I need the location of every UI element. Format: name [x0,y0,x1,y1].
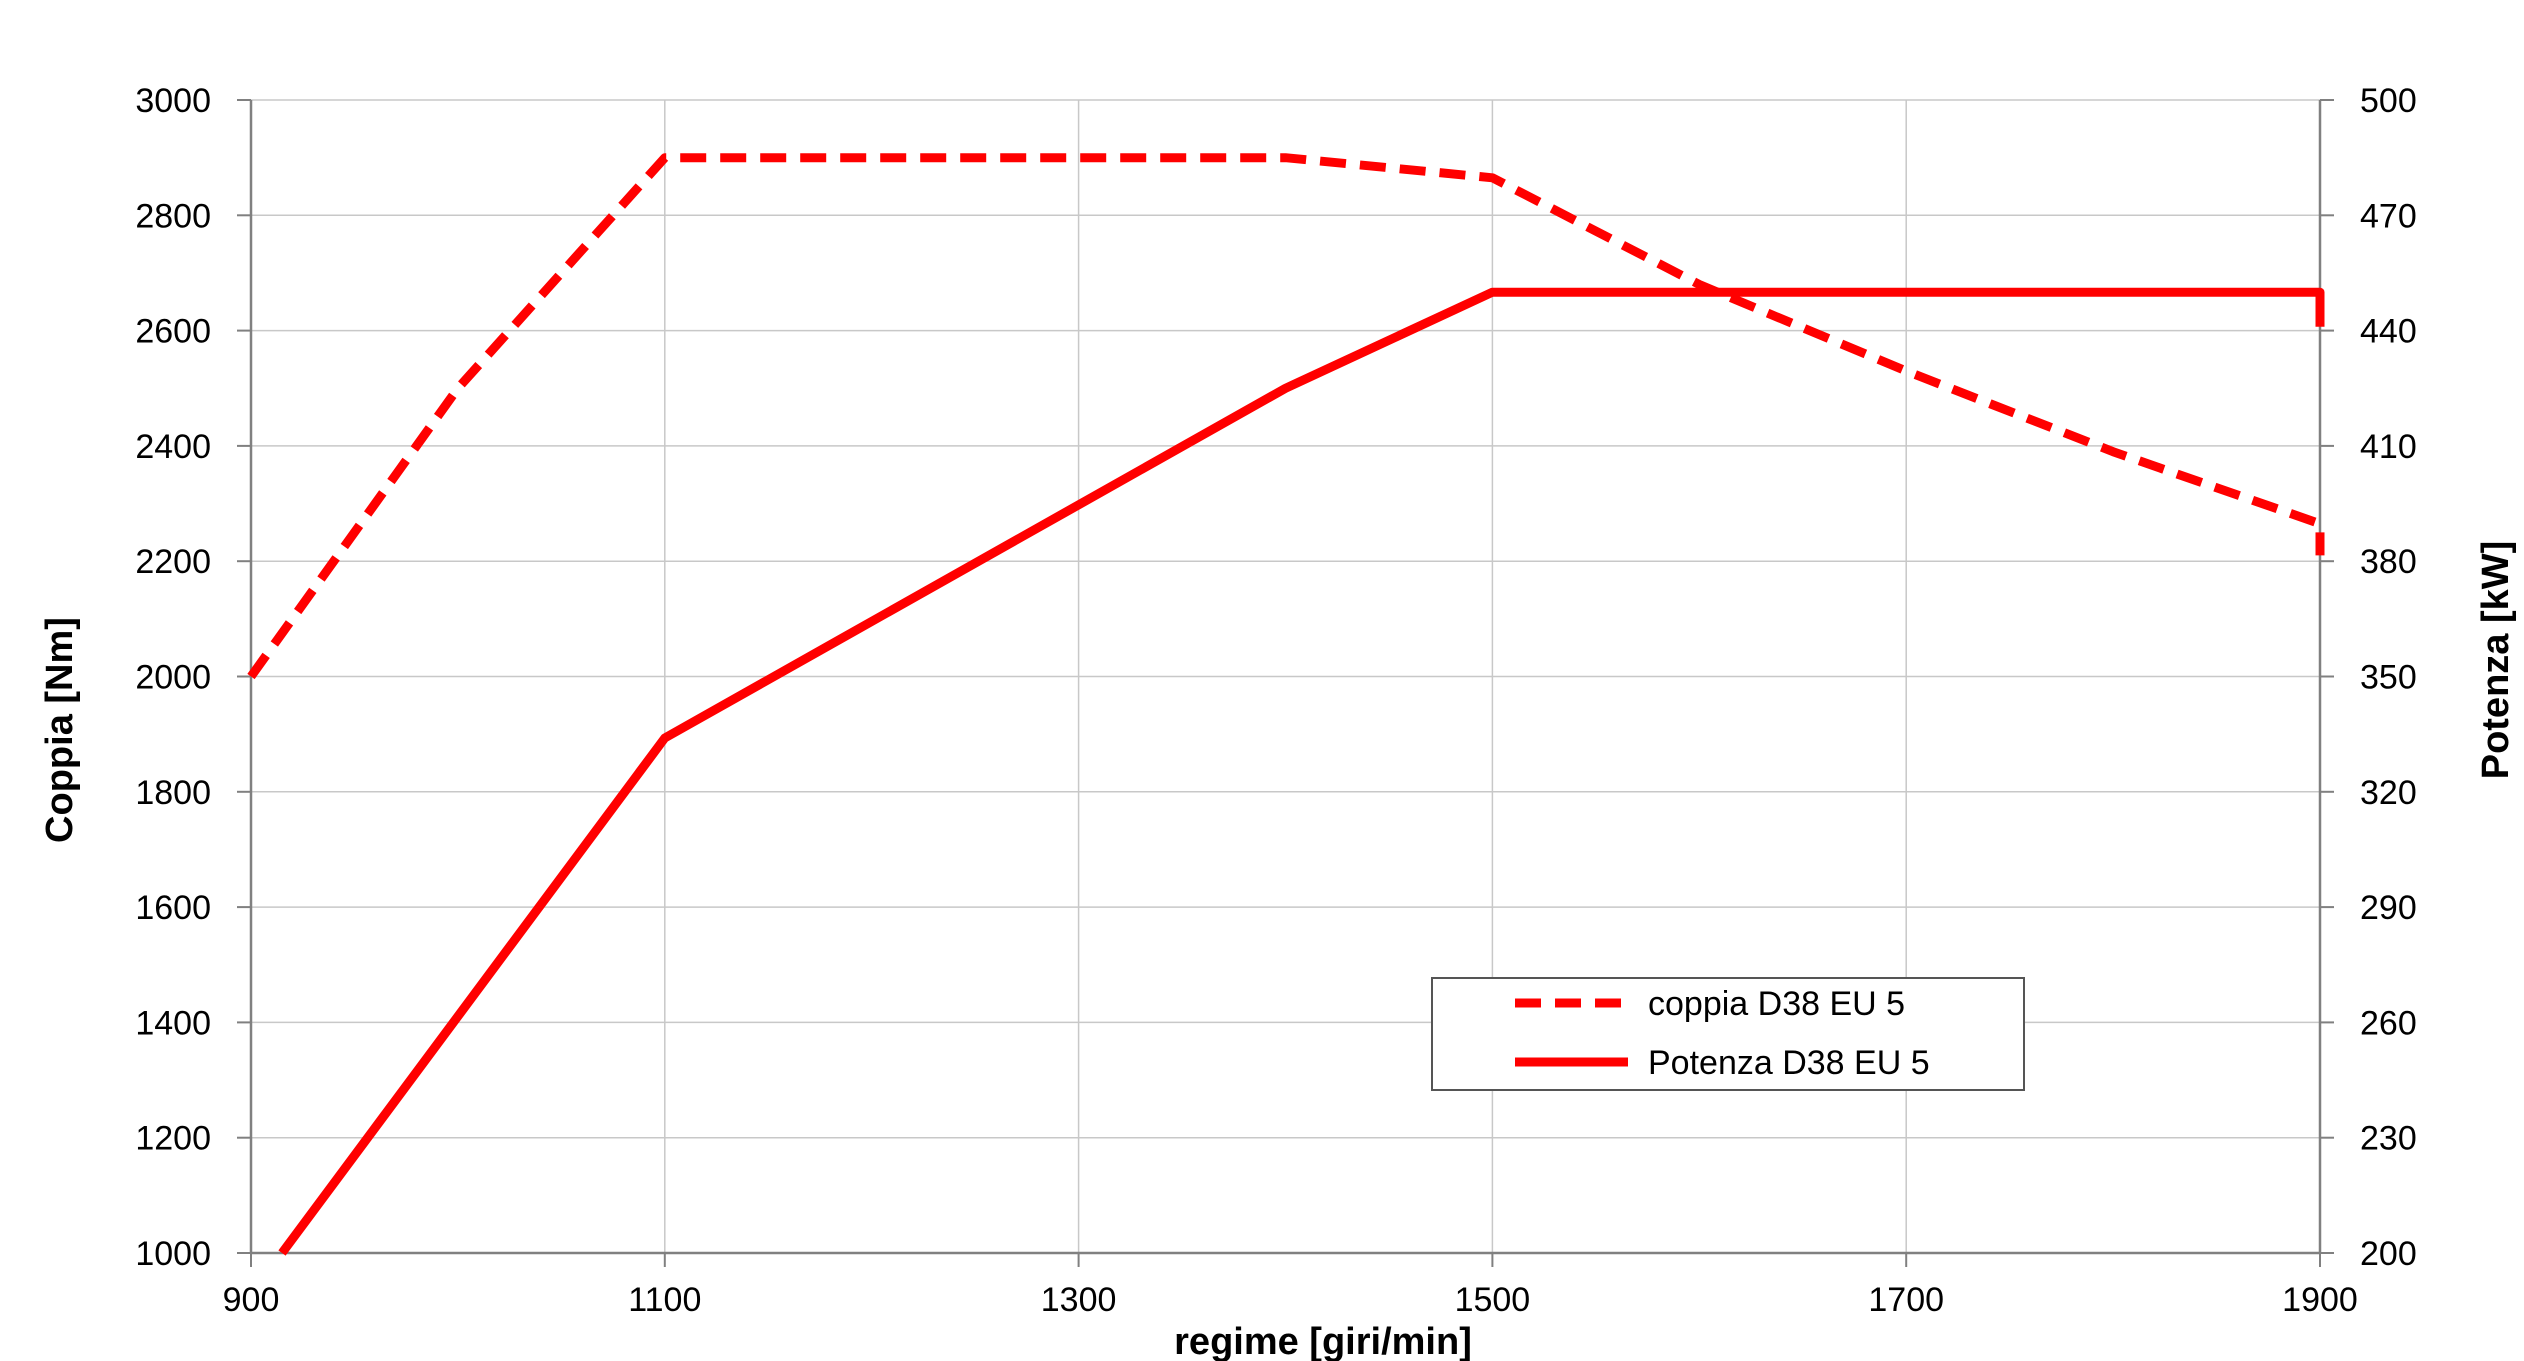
y-left-tick-label: 1600 [135,889,211,927]
y-left-tick-label: 2600 [135,313,211,351]
legend-label-potenza: Potenza D38 EU 5 [1648,1044,1930,1082]
y-left-tick-label: 2000 [135,659,211,697]
x-tick-label: 900 [223,1281,280,1319]
y-right-tick-label: 500 [2360,82,2417,120]
y-right-tick-label: 320 [2360,774,2417,812]
y-axis-right-title: Potenza [kW] [2475,541,2517,780]
y-left-tick-label: 1000 [135,1235,211,1273]
y-left-tick-label: 3000 [135,82,211,120]
y-left-tick-label: 1200 [135,1120,211,1158]
series-layer [247,153,2325,1256]
x-tick-label: 1500 [1455,1281,1531,1319]
series-line-potenza [278,287,2325,1256]
y-right-tick-label: 290 [2360,889,2417,927]
y-left-tick-label: 1800 [135,774,211,812]
y-left-tick-label: 1400 [135,1004,211,1042]
x-axis-title: regime [giri/min] [1174,1321,1472,1361]
y-right-tick-label: 350 [2360,659,2417,697]
x-tick-label: 1900 [2282,1281,2358,1319]
tick-labels: 1000 1200 1400 1600 1800 2000 2200 2400 2600 2800… [135,82,2416,1319]
axes [237,99,2334,1267]
y-right-tick-label: 410 [2360,428,2417,466]
legend: coppia D38 EU 5 Potenza D38 EU 5 [1431,977,2025,1091]
y-right-tick-label: 440 [2360,313,2417,351]
y-left-tick-label: 2400 [135,428,211,466]
series-line-coppia [247,153,2325,680]
legend-box [1431,977,2025,1091]
y-left-tick-label: 2800 [135,197,211,235]
y-right-tick-label: 380 [2360,543,2417,581]
y-axis-left-title: Coppia [Nm] [39,617,81,843]
x-tick-label: 1700 [1868,1281,1944,1319]
y-right-tick-label: 260 [2360,1004,2417,1042]
y-right-tick-label: 470 [2360,197,2417,235]
legend-label-coppia: coppia D38 EU 5 [1648,985,1905,1023]
y-right-tick-label: 200 [2360,1235,2417,1273]
x-tick-label: 1100 [628,1281,701,1319]
y-left-tick-label: 2200 [135,543,211,581]
x-tick-label: 1300 [1041,1281,1117,1319]
y-right-tick-label: 230 [2360,1120,2417,1158]
